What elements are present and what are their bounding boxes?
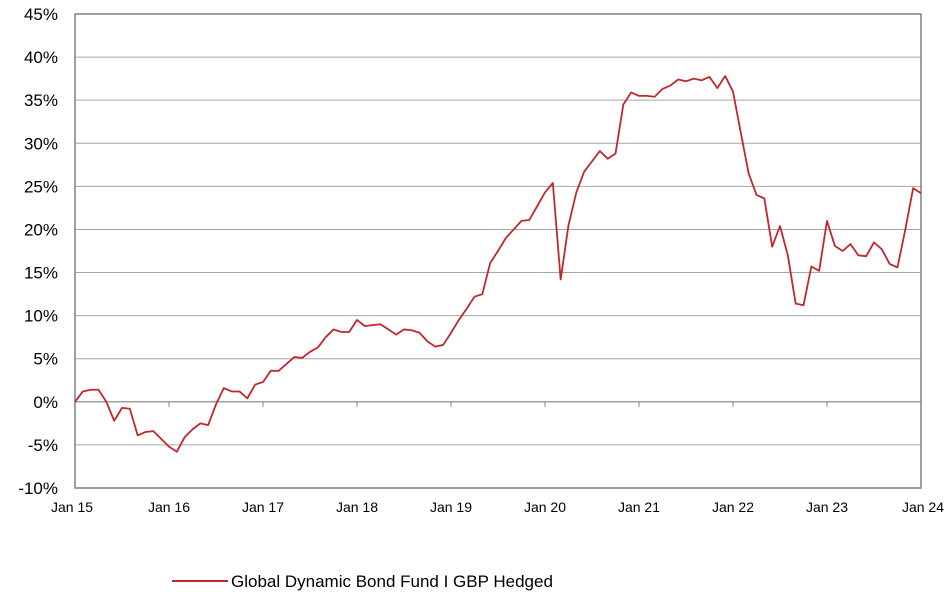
y-tick-label: 10% bbox=[24, 307, 58, 326]
x-tick-label: Jan 21 bbox=[618, 499, 660, 515]
x-tick-label: Jan 23 bbox=[806, 499, 848, 515]
legend: Global Dynamic Bond Fund I GBP Hedged bbox=[172, 572, 553, 591]
x-tick-label: Jan 16 bbox=[148, 499, 190, 515]
y-tick-label: 15% bbox=[24, 264, 58, 283]
x-tick-label: Jan 24 bbox=[902, 499, 944, 515]
legend-label: Global Dynamic Bond Fund I GBP Hedged bbox=[231, 572, 553, 591]
x-tick-label: Jan 18 bbox=[336, 499, 378, 515]
x-tick-label: Jan 17 bbox=[242, 499, 284, 515]
y-tick-label: -10% bbox=[18, 479, 58, 498]
x-tick-label: Jan 19 bbox=[430, 499, 472, 515]
y-tick-label: -5% bbox=[28, 436, 58, 455]
y-tick-label: 25% bbox=[24, 177, 58, 196]
gridlines bbox=[75, 56, 921, 446]
x-tick-label: Jan 15 bbox=[51, 499, 93, 515]
x-axis-tick-marks bbox=[74, 401, 922, 407]
y-tick-label: 0% bbox=[33, 393, 58, 412]
y-tick-label: 5% bbox=[33, 350, 58, 369]
y-tick-label: 30% bbox=[24, 134, 58, 153]
x-tick-label: Jan 20 bbox=[524, 499, 566, 515]
series-line bbox=[74, 75, 922, 453]
plot-area-border bbox=[74, 13, 922, 489]
y-tick-label: 35% bbox=[24, 91, 58, 110]
y-tick-label: 20% bbox=[24, 220, 58, 239]
x-axis-labels: Jan 15 Jan 16 Jan 17 Jan 18 Jan 19 Jan 20 Jan … bbox=[51, 499, 944, 515]
x-tick-label: Jan 22 bbox=[712, 499, 754, 515]
y-axis-labels: 45% 40% 35% 30% 25% 20% 15% 10% 5% 0% -5% -10% bbox=[18, 5, 58, 498]
y-tick-label: 40% bbox=[24, 48, 58, 67]
y-tick-label: 45% bbox=[24, 5, 58, 24]
